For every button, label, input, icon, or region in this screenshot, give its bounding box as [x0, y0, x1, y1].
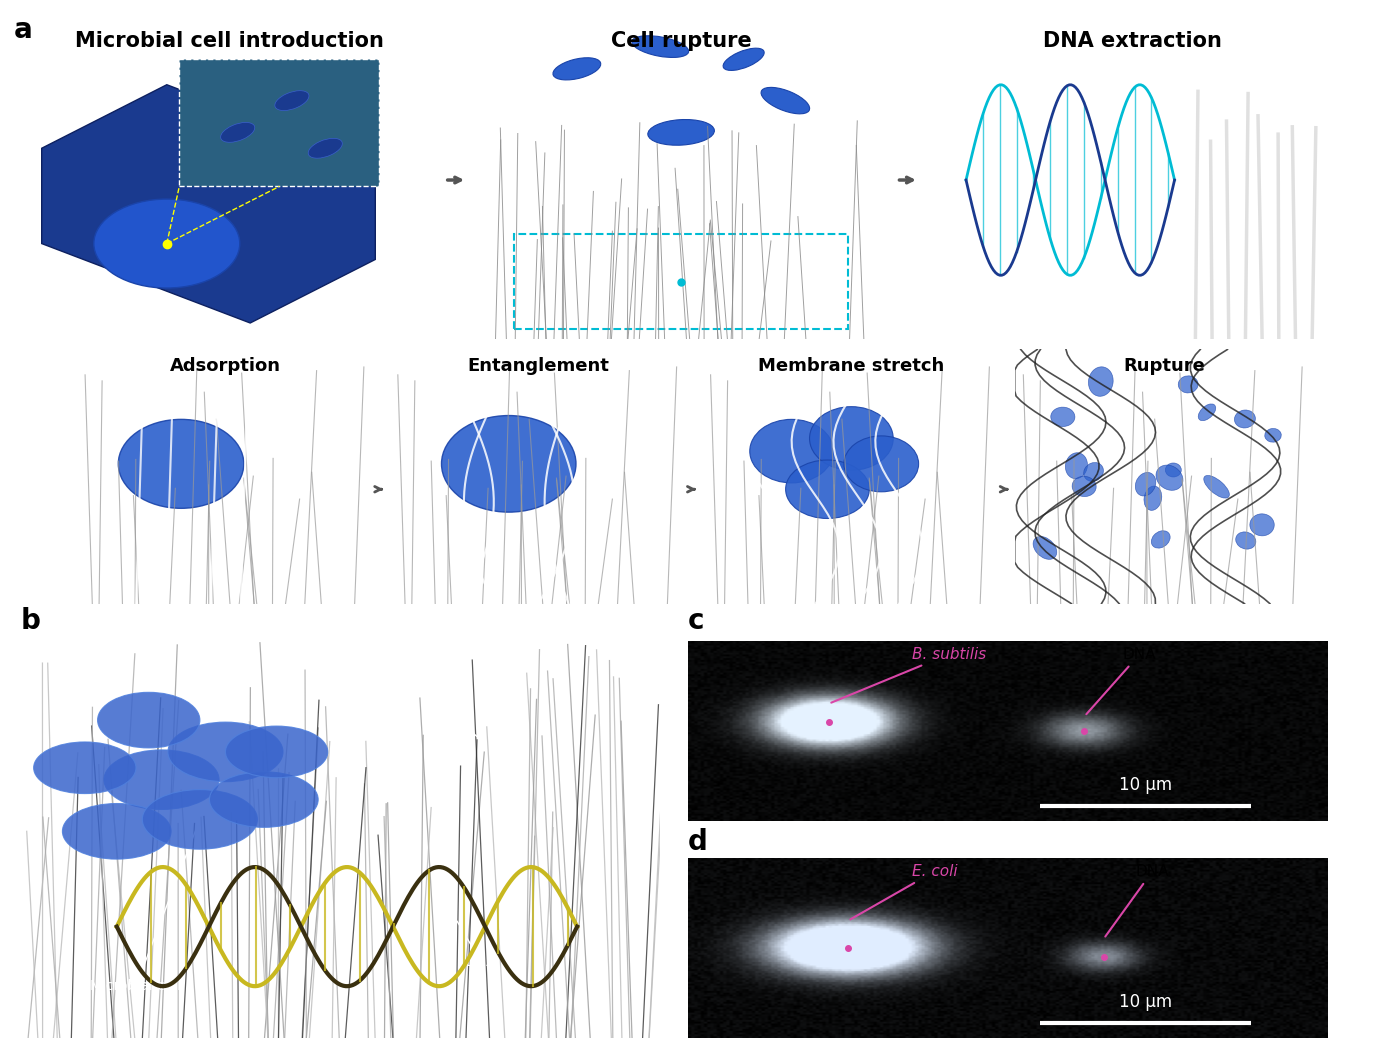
Ellipse shape [1033, 537, 1056, 559]
Ellipse shape [1051, 407, 1074, 427]
Text: E. coli: E. coli [851, 864, 958, 919]
Ellipse shape [225, 726, 328, 777]
Text: c: c [688, 608, 705, 635]
Ellipse shape [1179, 376, 1198, 393]
Text: a: a [14, 16, 32, 43]
Ellipse shape [104, 750, 220, 809]
Ellipse shape [1265, 429, 1282, 443]
Ellipse shape [1156, 465, 1183, 490]
Ellipse shape [809, 407, 894, 470]
Polygon shape [42, 85, 375, 323]
Text: DNA: DNA [1087, 647, 1156, 714]
Ellipse shape [1204, 475, 1229, 498]
Ellipse shape [33, 742, 136, 793]
Text: DNA: DNA [1105, 864, 1169, 936]
Text: Microbial cell: Microbial cell [90, 822, 199, 993]
Ellipse shape [442, 415, 575, 513]
Ellipse shape [723, 48, 765, 71]
Ellipse shape [221, 123, 254, 142]
Ellipse shape [63, 804, 171, 859]
Ellipse shape [1072, 477, 1097, 497]
Ellipse shape [118, 419, 243, 508]
Ellipse shape [168, 722, 284, 782]
Text: d: d [688, 828, 708, 856]
Text: Rupture: Rupture [1123, 357, 1205, 375]
Text: Nanowire: Nanowire [371, 669, 480, 738]
Ellipse shape [1250, 514, 1275, 536]
Ellipse shape [1084, 463, 1104, 482]
Ellipse shape [1136, 472, 1156, 496]
Text: 10 μm: 10 μm [1119, 993, 1172, 1010]
Ellipse shape [632, 36, 688, 57]
Ellipse shape [93, 199, 239, 288]
Ellipse shape [275, 91, 309, 110]
Ellipse shape [648, 120, 714, 145]
Text: Cell rupture: Cell rupture [610, 31, 752, 51]
Text: Entanglement: Entanglement [467, 357, 610, 375]
Text: Adsorption: Adsorption [171, 357, 281, 375]
Ellipse shape [1198, 403, 1216, 420]
Ellipse shape [785, 460, 869, 519]
Ellipse shape [1088, 366, 1113, 396]
Ellipse shape [210, 772, 318, 827]
Text: Membrane stretch: Membrane stretch [759, 357, 944, 375]
Ellipse shape [309, 139, 342, 158]
Ellipse shape [1236, 532, 1255, 550]
Ellipse shape [1165, 463, 1182, 477]
Ellipse shape [844, 436, 919, 491]
Text: DNA extraction: DNA extraction [1044, 31, 1222, 51]
Ellipse shape [1234, 410, 1255, 428]
Ellipse shape [749, 419, 834, 483]
Ellipse shape [762, 88, 809, 113]
Ellipse shape [97, 693, 200, 748]
Ellipse shape [1065, 453, 1087, 479]
Text: Microbial cell introduction: Microbial cell introduction [75, 31, 384, 51]
Text: b: b [21, 608, 40, 635]
Text: 10 μm: 10 μm [1119, 776, 1172, 794]
Text: DNA: DNA [457, 921, 496, 969]
Bar [514, 234, 848, 329]
Text: B. subtilis: B. subtilis [831, 647, 986, 703]
Ellipse shape [142, 790, 257, 849]
Ellipse shape [1144, 486, 1162, 510]
Ellipse shape [1151, 531, 1170, 549]
Ellipse shape [553, 58, 600, 79]
Bar [179, 59, 379, 186]
